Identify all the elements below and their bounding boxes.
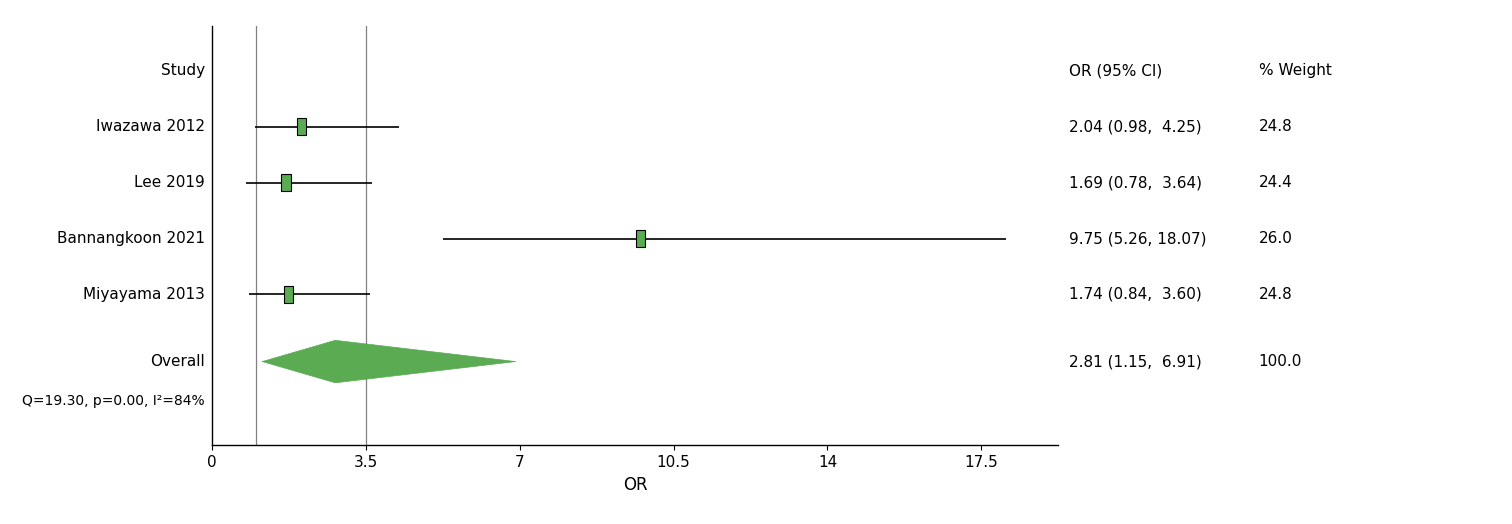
Text: OR (95% CI): OR (95% CI) bbox=[1069, 63, 1163, 79]
Text: 1.74 (0.84,  3.60): 1.74 (0.84, 3.60) bbox=[1069, 287, 1202, 302]
Text: 2.04 (0.98,  4.25): 2.04 (0.98, 4.25) bbox=[1069, 119, 1202, 134]
X-axis label: OR: OR bbox=[623, 476, 647, 494]
Text: 24.8: 24.8 bbox=[1258, 119, 1293, 134]
Text: Overall: Overall bbox=[150, 354, 206, 369]
Text: Bannangkoon 2021: Bannangkoon 2021 bbox=[57, 231, 206, 246]
Text: 2.81 (1.15,  6.91): 2.81 (1.15, 6.91) bbox=[1069, 354, 1202, 369]
Text: 24.4: 24.4 bbox=[1258, 175, 1293, 190]
Text: 9.75 (5.26, 18.07): 9.75 (5.26, 18.07) bbox=[1069, 231, 1207, 246]
FancyBboxPatch shape bbox=[284, 286, 293, 303]
Text: Study: Study bbox=[160, 63, 206, 79]
FancyBboxPatch shape bbox=[635, 230, 646, 247]
Polygon shape bbox=[262, 340, 516, 383]
Text: 26.0: 26.0 bbox=[1258, 231, 1293, 246]
FancyBboxPatch shape bbox=[281, 174, 290, 191]
Text: % Weight: % Weight bbox=[1258, 63, 1332, 79]
Text: Lee 2019: Lee 2019 bbox=[135, 175, 206, 190]
Text: 24.8: 24.8 bbox=[1258, 287, 1293, 302]
Text: 1.69 (0.78,  3.64): 1.69 (0.78, 3.64) bbox=[1069, 175, 1202, 190]
Text: Q=19.30, p=0.00, I²=84%: Q=19.30, p=0.00, I²=84% bbox=[23, 394, 206, 408]
Text: Iwazawa 2012: Iwazawa 2012 bbox=[97, 119, 206, 134]
FancyBboxPatch shape bbox=[296, 118, 305, 135]
Text: Miyayama 2013: Miyayama 2013 bbox=[83, 287, 206, 302]
Text: 100.0: 100.0 bbox=[1258, 354, 1302, 369]
